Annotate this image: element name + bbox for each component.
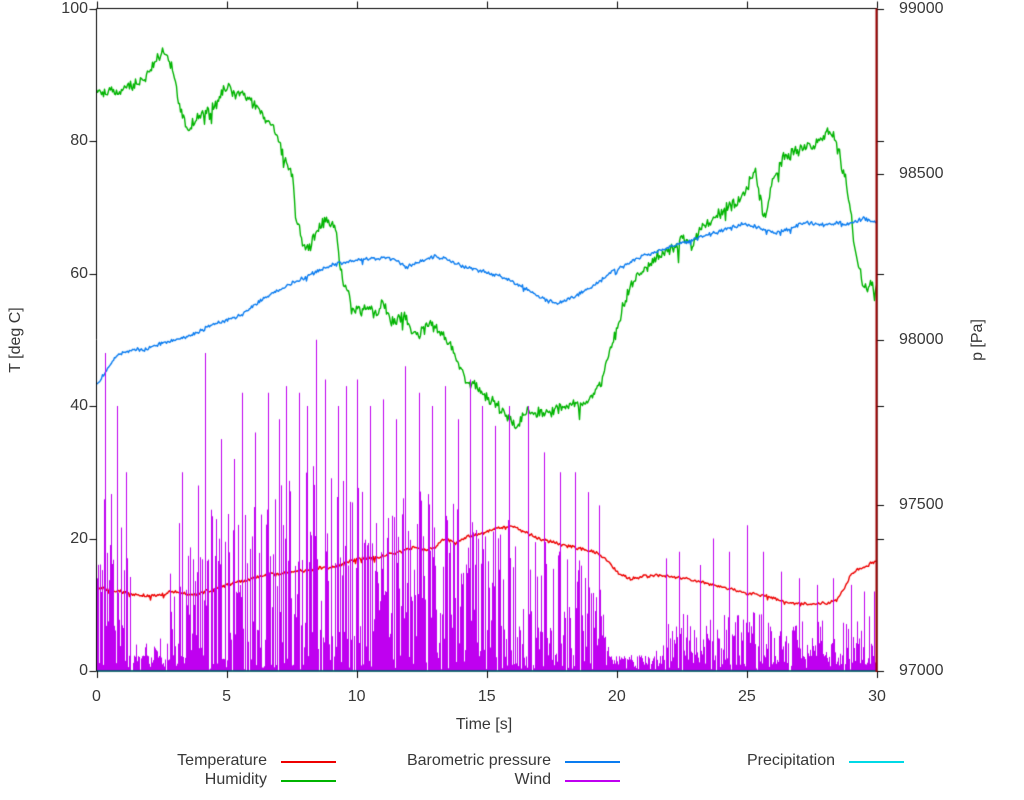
x-tick-label: 30: [868, 688, 886, 705]
y-right-tick-label: 97000: [899, 662, 944, 679]
legend-label-precipitation: Precipitation: [746, 752, 835, 769]
x-tick-label: 20: [607, 688, 626, 705]
x-tick-label: 15: [477, 688, 496, 705]
x-axis-title: Time [s]: [455, 716, 513, 733]
y-left-tick-label: 20: [70, 529, 88, 547]
right-axis-title: p [Pa]: [969, 319, 986, 361]
y-left-tick-label: 80: [70, 132, 88, 149]
x-tick-label: 5: [222, 688, 232, 705]
legend-label-barometric-pressure: Barometric pressure: [406, 752, 551, 769]
y-right-tick-label: 98000: [899, 330, 944, 348]
y-left-tick-label: 40: [70, 397, 88, 414]
y-right-tick-label: 99000: [899, 0, 944, 17]
x-tick-label: 0: [92, 688, 101, 705]
legend-line-sample: [565, 761, 620, 763]
x-tick-label: 10: [347, 688, 366, 705]
legend-line-sample: [565, 780, 620, 782]
legend-label-wind: Wind: [514, 771, 551, 788]
legend-line-sample: [281, 761, 336, 763]
y-right-tick-label: 98500: [899, 165, 944, 183]
legend-line-sample: [849, 761, 904, 763]
legend-line-sample: [281, 780, 336, 782]
y-left-tick-label: 60: [70, 264, 88, 282]
y-right-tick-label: 97500: [899, 496, 944, 514]
legend-label-temperature: Temperature: [177, 752, 267, 769]
x-tick-label: 25: [738, 688, 756, 705]
legend-label-humidity: Humidity: [204, 771, 267, 788]
y-left-tick-label: 100: [61, 0, 88, 17]
left-axis-title: T [deg C]: [7, 307, 24, 373]
y-left-tick-label: 0: [79, 662, 88, 679]
